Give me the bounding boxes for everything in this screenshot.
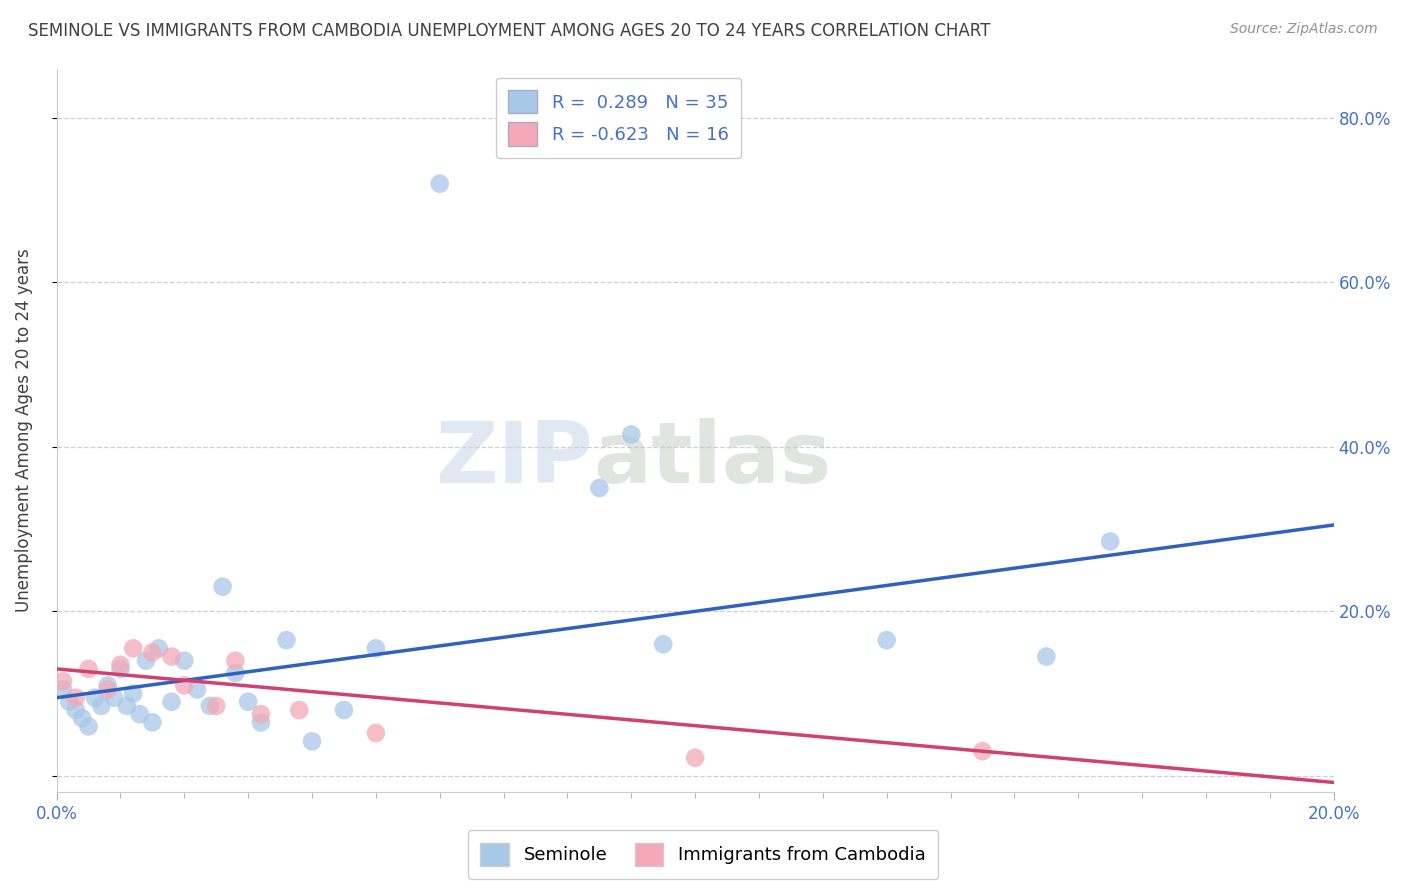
Point (198, 698, 221, 713)
Point (97, 678, 120, 692)
Legend: Seminole, Immigrants from Cambodia: Seminole, Immigrants from Cambodia (468, 830, 938, 879)
Point (52, 674, 75, 689)
Point (122, 687, 145, 701)
Point (173, 654, 195, 668)
Point (84, 690, 107, 705)
Point (103, 690, 125, 705)
Point (186, 682, 208, 697)
Point (122, 641, 145, 656)
Point (65, 703, 87, 717)
Text: atlas: atlas (593, 417, 831, 500)
Point (1099, 534, 1122, 549)
Point (97, 682, 120, 697)
Point (364, 726, 387, 740)
Point (70, 711, 93, 725)
Point (276, 633, 298, 648)
Point (173, 678, 195, 692)
Point (141, 715, 163, 730)
Point (141, 645, 163, 659)
Text: Source: ZipAtlas.com: Source: ZipAtlas.com (1230, 22, 1378, 37)
Point (1035, 649, 1057, 664)
Point (148, 641, 170, 656)
Point (110, 657, 132, 672)
Point (90, 698, 112, 713)
Text: SEMINOLE VS IMMIGRANTS FROM CAMBODIA UNEMPLOYMENT AMONG AGES 20 TO 24 YEARS CORR: SEMINOLE VS IMMIGRANTS FROM CAMBODIA UNE… (28, 22, 990, 40)
Point (160, 695, 183, 709)
Y-axis label: Unemployment Among Ages 20 to 24 years: Unemployment Among Ages 20 to 24 years (15, 249, 32, 612)
Point (77, 719, 100, 733)
Point (58, 695, 80, 709)
Point (211, 580, 233, 594)
Point (224, 654, 246, 668)
Point (77, 662, 100, 676)
Point (110, 662, 132, 676)
Point (238, 695, 260, 709)
Text: ZIP: ZIP (436, 417, 593, 500)
Point (429, 177, 451, 191)
Point (652, 637, 675, 651)
Point (972, 744, 994, 758)
Point (333, 703, 356, 717)
Point (288, 703, 311, 717)
Point (115, 698, 138, 713)
Point (683, 750, 706, 764)
Point (250, 707, 273, 722)
Point (250, 715, 273, 730)
Point (588, 481, 610, 495)
Point (135, 654, 157, 668)
Point (620, 427, 643, 442)
Point (128, 707, 150, 722)
Point (224, 666, 246, 681)
Point (301, 734, 323, 748)
Point (160, 649, 183, 664)
Point (364, 641, 387, 656)
Point (205, 698, 228, 713)
Point (52, 682, 75, 697)
Point (876, 633, 898, 648)
Point (65, 690, 87, 705)
Legend: R =  0.289   N = 35, R = -0.623   N = 16: R = 0.289 N = 35, R = -0.623 N = 16 (496, 78, 741, 158)
